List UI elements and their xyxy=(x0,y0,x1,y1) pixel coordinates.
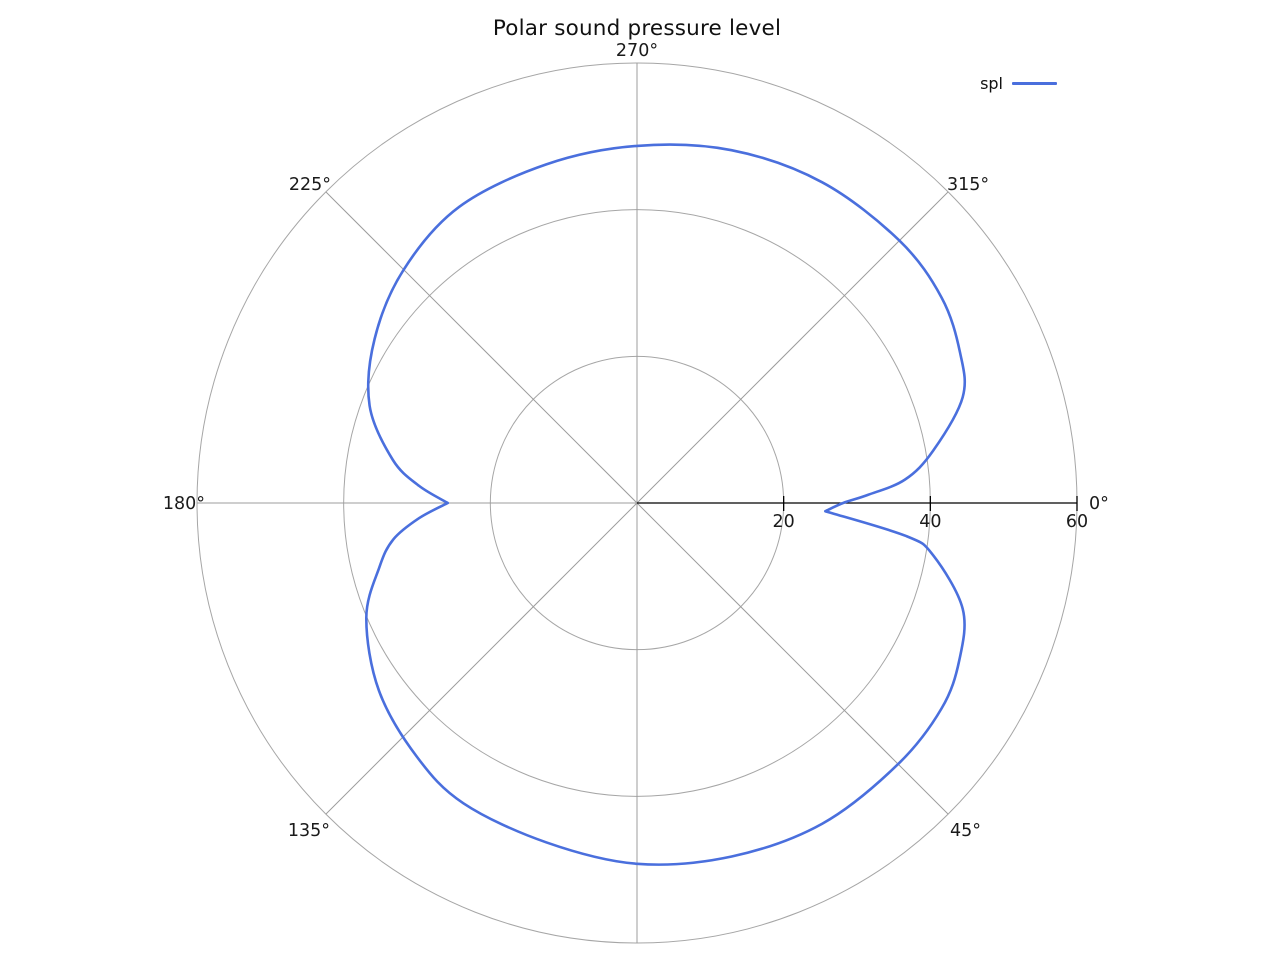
legend: spl xyxy=(980,71,1057,95)
angle-label-270: 270° xyxy=(616,41,658,61)
radial-tick-label-20: 20 xyxy=(773,512,795,532)
legend-line-sample xyxy=(1012,81,1057,85)
angle-label-0: 0° xyxy=(1089,494,1109,514)
angle-label-315: 315° xyxy=(947,175,989,195)
angle-label-225: 225° xyxy=(289,175,331,195)
spoke-315 xyxy=(636,191,949,504)
spoke-45 xyxy=(636,502,949,815)
chart-title: Polar sound pressure level xyxy=(492,16,782,41)
legend-label-spl: spl xyxy=(980,73,1003,93)
spoke-225 xyxy=(325,191,638,504)
angle-label-180: 180° xyxy=(163,494,205,514)
angle-label-135: 135° xyxy=(288,821,330,841)
radial-tick-label-60: 60 xyxy=(1066,512,1088,532)
angle-label-45: 45° xyxy=(950,821,981,841)
spoke-135 xyxy=(325,502,638,815)
spl-curve xyxy=(364,143,967,866)
radial-tick-label-40: 40 xyxy=(919,512,941,532)
